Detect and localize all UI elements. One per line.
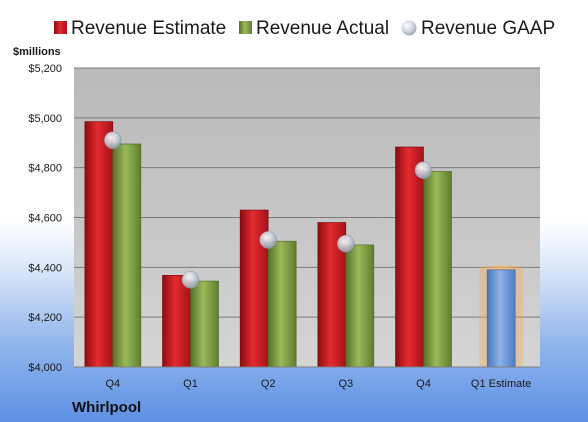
legend-item-revenue-estimate: Revenue Estimate <box>54 18 226 39</box>
legend-swatch-revenue-gaap <box>401 20 417 36</box>
y-tick-label: $5,000 <box>28 113 62 125</box>
revenue-gaap-marker <box>104 131 122 150</box>
revenue-actual-bar <box>190 280 219 368</box>
legend-label-revenue-gaap: Revenue GAAP <box>421 18 555 39</box>
revenue-actual-bar <box>345 244 375 368</box>
x-tick-label: Q4 <box>416 378 431 390</box>
x-tick-label: Q2 <box>261 378 276 390</box>
legend-swatch-revenue-estimate <box>54 21 67 34</box>
revenue-estimate-projection-bar <box>486 269 516 368</box>
grid-lines <box>74 67 540 318</box>
x-tick-label: Q3 <box>338 378 353 390</box>
y-axis-ticks: $4,000 $4,200 $4,400 $4,600 $4,800 $5,000 $5,2… <box>28 63 62 374</box>
x-axis-ticks: Q4 Q1 Q2 Q3 Q4 Q1 Estimate <box>105 378 531 390</box>
legend-label-revenue-actual: Revenue Actual <box>256 18 389 39</box>
y-tick-label: $4,000 <box>28 362 62 374</box>
revenue-gaap-marker <box>259 231 277 249</box>
y-axis-unit-label: $millions <box>13 46 61 58</box>
revenue-gaap-marker <box>337 234 355 253</box>
y-tick-label: $4,400 <box>28 262 62 274</box>
y-tick-label: $4,600 <box>28 213 62 225</box>
company-label: Whirlpool <box>72 399 141 416</box>
revenue-actual-bar <box>112 143 142 368</box>
legend-swatch-revenue-actual <box>239 21 252 34</box>
revenue-estimate-bar <box>162 275 191 368</box>
legend-item-revenue-actual: Revenue Actual <box>239 18 389 39</box>
y-tick-label: $4,800 <box>28 163 62 175</box>
revenue-gaap-marker <box>414 161 433 179</box>
revenue-actual-bar <box>267 240 297 368</box>
bars <box>84 121 524 368</box>
legend-item-revenue-gaap: Revenue GAAP <box>401 18 555 39</box>
legend-label-revenue-estimate: Revenue Estimate <box>71 18 226 39</box>
revenue-actual-bar <box>423 171 452 368</box>
revenue-gaap-marker <box>181 271 200 289</box>
revenue-estimate-bar <box>395 146 424 368</box>
x-tick-label: Q1 Estimate <box>471 378 532 390</box>
y-tick-label: $4,200 <box>28 312 62 324</box>
x-tick-label: Q1 <box>183 378 198 390</box>
revenue-estimate-bar <box>84 121 114 368</box>
gaap-markers <box>104 131 433 289</box>
legend: Revenue Estimate Revenue Actual Revenue … <box>54 18 555 39</box>
x-tick-label: Q4 <box>105 378 120 390</box>
y-tick-label: $5,200 <box>28 63 62 75</box>
